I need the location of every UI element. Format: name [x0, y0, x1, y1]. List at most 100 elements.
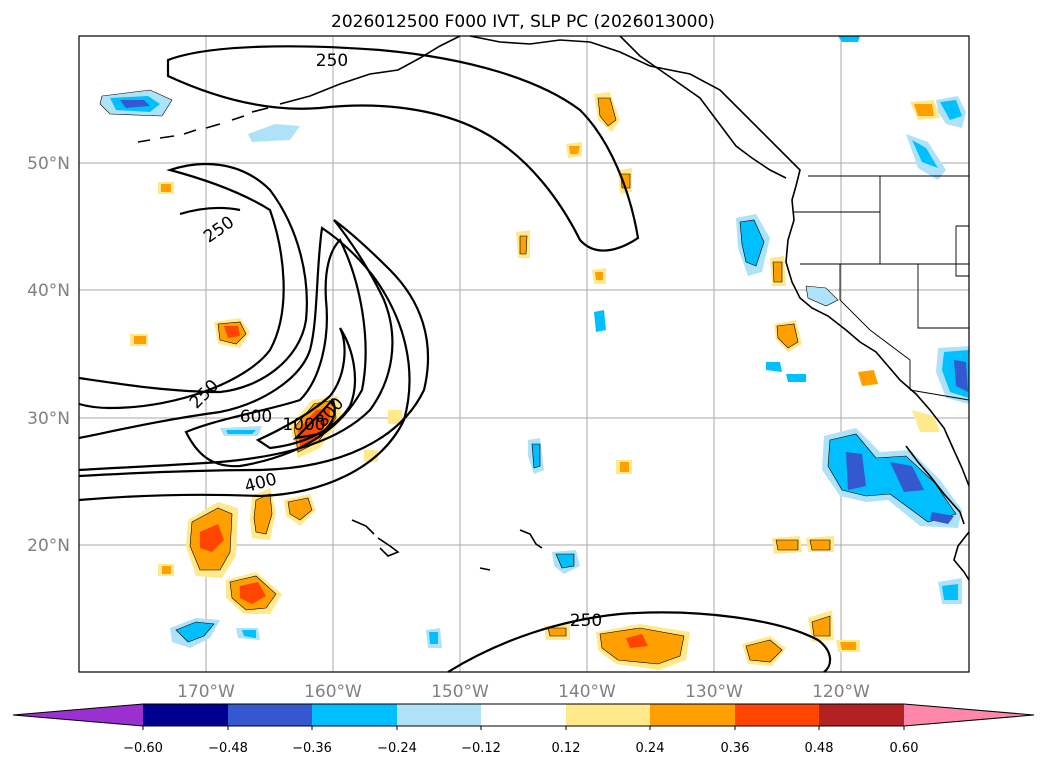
contour-label: 250 — [316, 51, 348, 71]
pos-patch — [547, 627, 567, 637]
pos-patch — [253, 493, 273, 535]
colorbar-segment — [566, 704, 650, 726]
contour-label: 250 — [570, 611, 602, 631]
colorbar-segments — [12, 703, 1035, 730]
pos-patch — [840, 642, 856, 650]
neg-patch — [786, 374, 806, 382]
neg-patch — [954, 360, 968, 392]
pos-patch — [597, 97, 617, 127]
lat-label: 20°N — [27, 536, 70, 556]
neg-patch — [942, 584, 958, 600]
contour-250-south — [447, 611, 832, 673]
colorbar-tick-label: 0.36 — [721, 741, 750, 756]
coastlines — [137, 35, 970, 581]
lon-label: 130°W — [685, 682, 743, 702]
pos-patch — [287, 497, 313, 521]
pos-patch — [388, 410, 402, 424]
neg-patch — [766, 362, 782, 372]
colorbar-segment — [650, 704, 735, 726]
contour-250-fragment — [179, 206, 241, 216]
colorbar-tick-label: −0.60 — [123, 741, 163, 756]
contour-label: 600 — [240, 407, 272, 427]
baja-coast — [905, 445, 965, 525]
contour-250-north — [166, 45, 640, 252]
latitude-labels: 50°N 40°N 30°N 20°N — [27, 154, 70, 556]
pos-patch — [858, 370, 878, 386]
colorbar-tick-label: −0.36 — [292, 741, 332, 756]
contour-1000 — [292, 398, 336, 440]
colorbar-segment — [481, 704, 566, 726]
state-borders — [794, 176, 970, 401]
colorbar-extend-min — [13, 704, 143, 726]
neg-patch — [555, 553, 575, 569]
pos-patch — [776, 323, 799, 349]
small-island — [479, 567, 491, 571]
neg-patch — [531, 443, 541, 469]
colorbar-ticks: −0.60 −0.48 −0.36 −0.24 −0.12 0.12 0.24 … — [123, 741, 918, 756]
ivt-contours — [78, 45, 832, 673]
longitude-labels: 170°W 160°W 150°W 140°W 130°W 120°W — [177, 682, 870, 702]
alaska-peninsula-coast — [279, 35, 461, 105]
colorbar-extend-max — [904, 704, 1034, 726]
pos-patch — [519, 235, 528, 255]
pos-patch — [569, 146, 580, 154]
pos-patch — [914, 104, 934, 116]
pos-patch — [809, 539, 831, 551]
pos-patch — [162, 566, 171, 574]
colorbar-segment — [735, 704, 819, 726]
north-america-coast — [469, 35, 970, 487]
pos-patch — [912, 410, 940, 432]
pos-patch — [775, 539, 799, 551]
contour-250-west — [78, 162, 308, 410]
contour-400 — [78, 226, 411, 502]
political-borders — [794, 175, 970, 401]
pos-patch — [811, 615, 831, 637]
colorbar-segment — [819, 704, 904, 726]
mexico-coast — [953, 531, 970, 581]
neg-patch — [838, 36, 860, 42]
colorbar: −0.60 −0.48 −0.36 −0.24 −0.12 0.12 0.24 … — [12, 703, 1035, 756]
colorbar-tick-label: −0.24 — [377, 741, 417, 756]
neg-patch — [429, 632, 438, 644]
neg-patch — [175, 621, 215, 643]
contour-600 — [184, 238, 367, 468]
pos-patch — [134, 336, 146, 344]
lon-label: 120°W — [812, 682, 870, 702]
neg-patch — [846, 452, 866, 490]
hawaii-islands — [351, 519, 400, 557]
lon-label: 160°W — [304, 682, 362, 702]
contour-250-main — [78, 219, 430, 478]
pos-patch — [772, 261, 783, 283]
colorbar-tick-label: −0.48 — [208, 741, 248, 756]
colorbar-segment — [143, 704, 228, 726]
pos-patch — [240, 582, 266, 604]
neg-patch — [248, 124, 300, 142]
pos-patch — [745, 639, 783, 663]
island-chain — [519, 529, 543, 549]
colorbar-tick-label: 0.12 — [552, 741, 581, 756]
colorbar-segment — [312, 704, 397, 726]
colorbar-tick-label: 0.48 — [805, 741, 834, 756]
lat-label: 50°N — [27, 154, 70, 174]
aleutian-islands — [137, 107, 269, 143]
inside-passage-coast — [619, 35, 787, 179]
neg-patch — [739, 219, 765, 267]
slp-shading — [99, 36, 969, 670]
pos-patch — [224, 326, 240, 338]
neg-patch — [940, 100, 962, 120]
lat-label: 30°N — [27, 409, 70, 429]
pos-patch — [626, 634, 648, 648]
neg-patch — [120, 100, 150, 108]
map-frame — [78, 35, 970, 673]
neg-patch — [226, 430, 256, 434]
neg-patch — [805, 285, 839, 307]
map-title: 2026012500 F000 IVT, SLP PC (2026013000) — [331, 12, 715, 32]
lat-label: 40°N — [27, 281, 70, 301]
colorbar-segment — [228, 704, 312, 726]
colorbar-segment — [397, 704, 481, 726]
lon-label: 170°W — [177, 682, 235, 702]
pos-patch — [161, 184, 171, 192]
lon-label: 150°W — [431, 682, 489, 702]
neg-patch — [242, 630, 256, 638]
neg-patch — [930, 512, 954, 524]
